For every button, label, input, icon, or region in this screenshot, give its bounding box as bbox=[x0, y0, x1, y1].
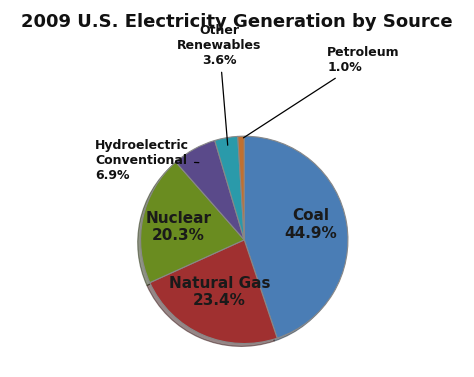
Text: Nuclear
20.3%: Nuclear 20.3% bbox=[145, 211, 211, 243]
Wedge shape bbox=[141, 162, 244, 283]
Wedge shape bbox=[215, 136, 244, 240]
Text: Other
Renewables
3.6%: Other Renewables 3.6% bbox=[177, 24, 262, 145]
Wedge shape bbox=[244, 136, 348, 338]
Wedge shape bbox=[238, 136, 244, 240]
Wedge shape bbox=[176, 141, 244, 240]
Text: Natural Gas
23.4%: Natural Gas 23.4% bbox=[169, 276, 270, 308]
Text: Coal
44.9%: Coal 44.9% bbox=[284, 208, 337, 241]
Title: 2009 U.S. Electricity Generation by Source: 2009 U.S. Electricity Generation by Sour… bbox=[21, 12, 453, 31]
Wedge shape bbox=[150, 240, 277, 343]
Text: Petroleum
1.0%: Petroleum 1.0% bbox=[244, 46, 400, 138]
Text: Hydroelectric
Conventional
6.9%: Hydroelectric Conventional 6.9% bbox=[95, 138, 199, 182]
